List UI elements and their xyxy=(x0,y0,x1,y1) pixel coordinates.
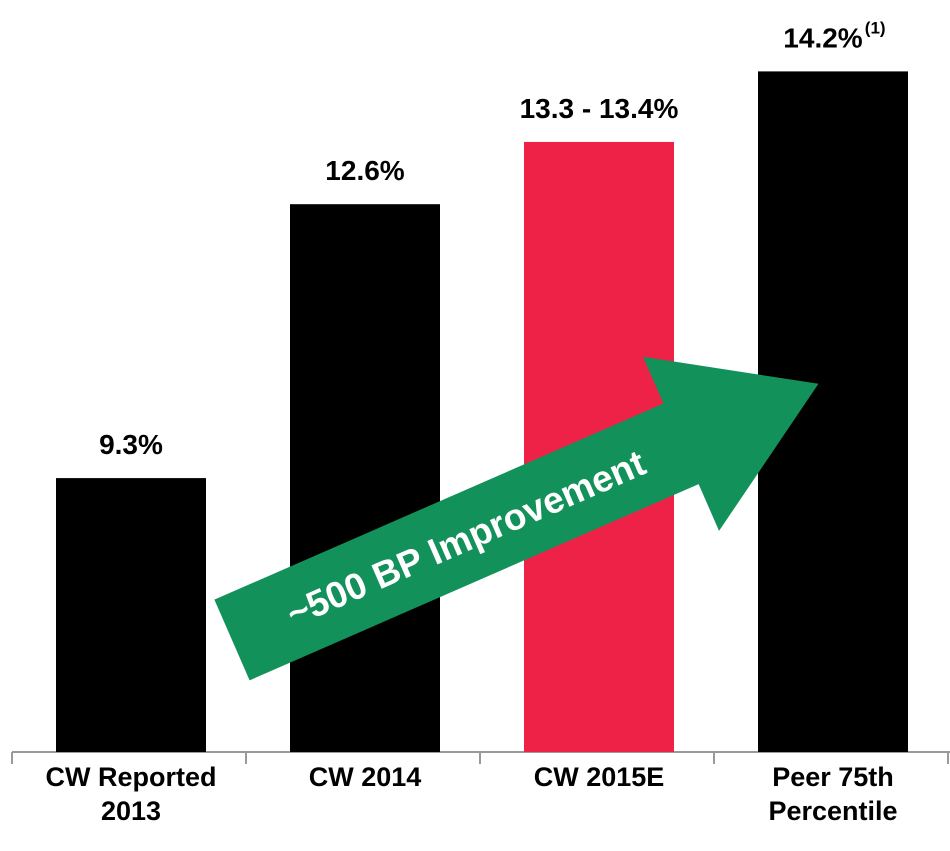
bar xyxy=(56,478,206,752)
x-tick-label: CW Reported 2013 xyxy=(45,762,217,826)
value-label: 13.3 - 13.4% xyxy=(520,93,679,124)
x-tick-label: CW 2014 xyxy=(308,762,422,792)
value-label: 9.3% xyxy=(99,429,163,460)
x-tick-label: Peer 75th Percentile xyxy=(768,762,898,826)
bar xyxy=(290,204,440,752)
footnote-marker: (1) xyxy=(865,18,886,37)
value-label: 12.6% xyxy=(325,155,404,186)
arrow-shape xyxy=(214,356,819,681)
value-label: 14.2% xyxy=(783,22,862,53)
x-tick-label: CW 2015E xyxy=(533,762,665,792)
